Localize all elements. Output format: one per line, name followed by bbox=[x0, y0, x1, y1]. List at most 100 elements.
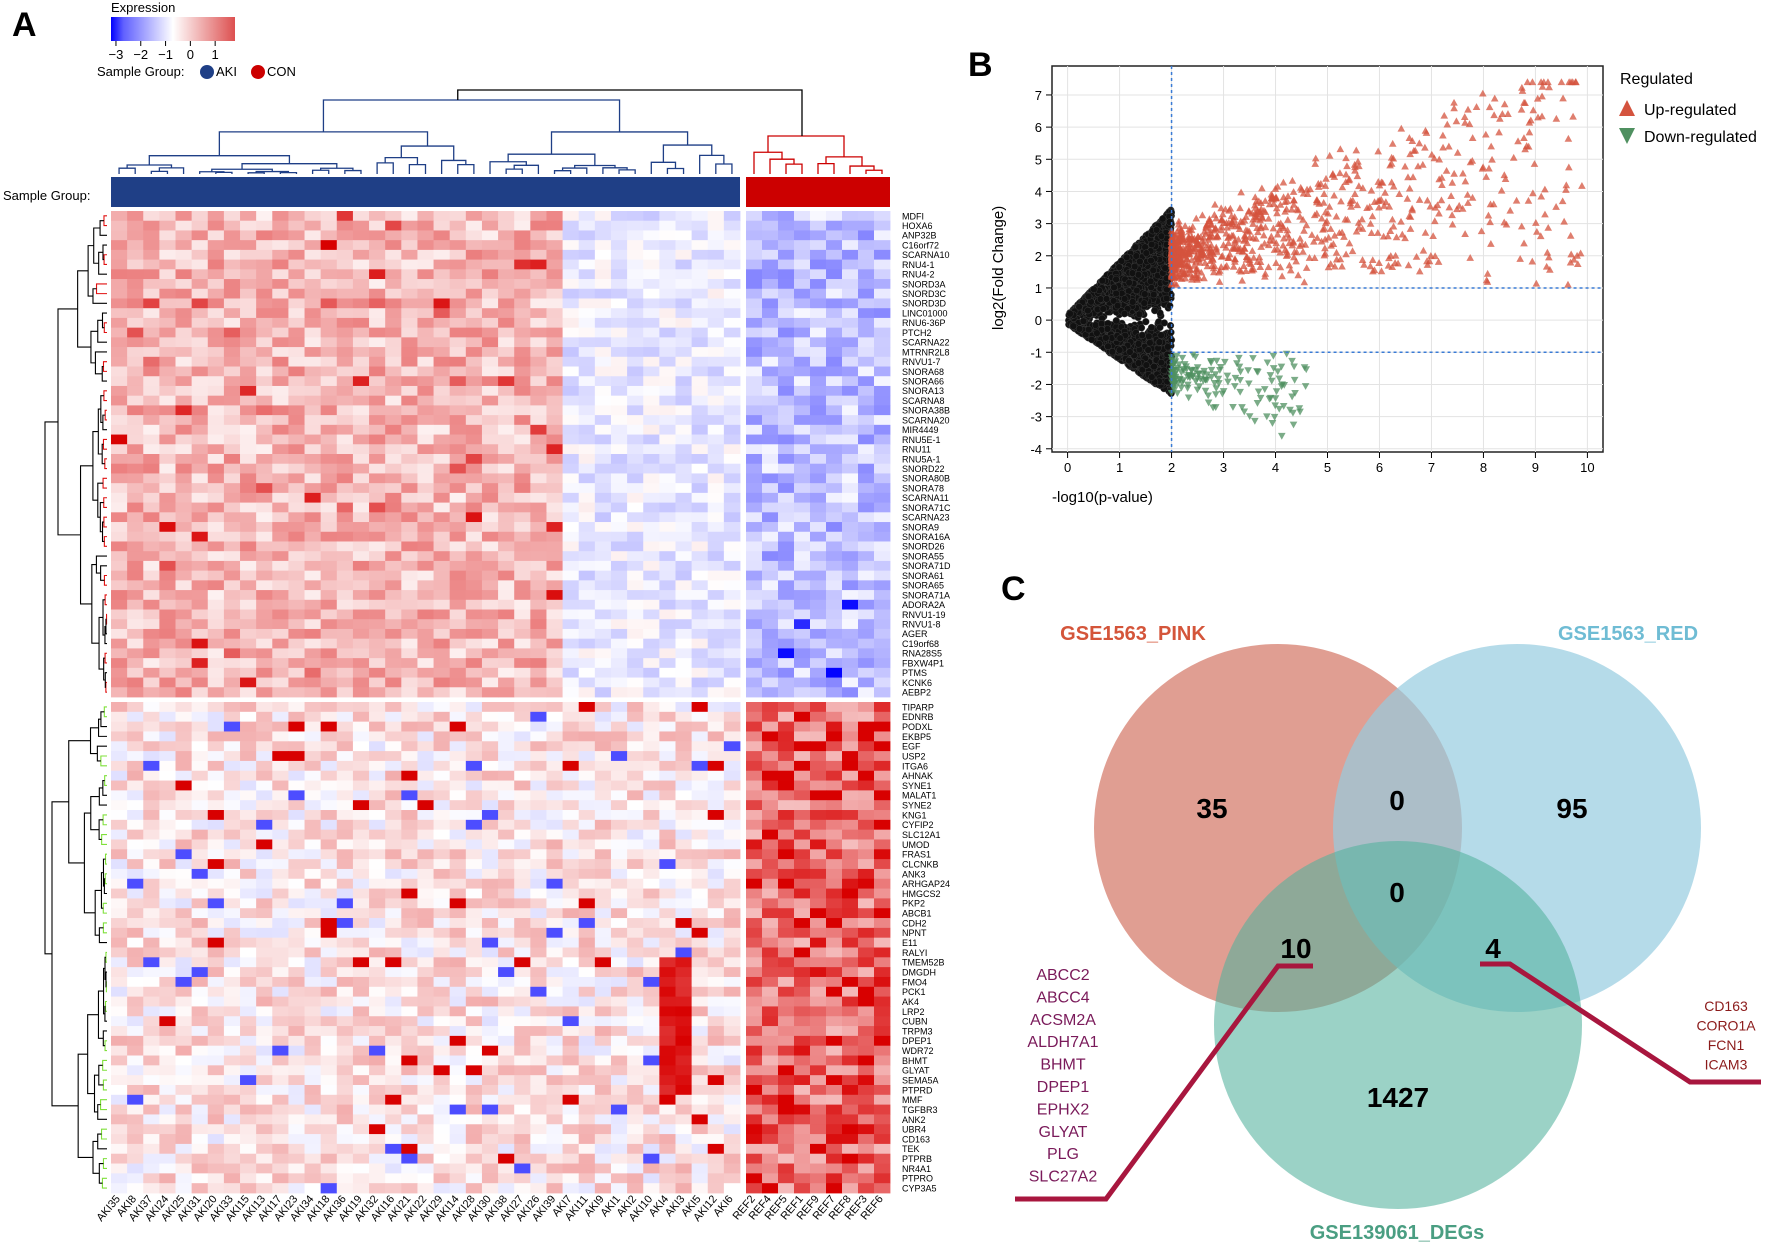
heatmap-cell bbox=[858, 249, 875, 260]
heatmap-cell bbox=[810, 434, 827, 445]
heatmap-cell bbox=[385, 1104, 402, 1115]
heatmap-cell bbox=[643, 405, 660, 416]
heatmap-cell bbox=[675, 996, 693, 1007]
heatmap-cell bbox=[385, 648, 402, 659]
heatmap-cell bbox=[810, 317, 827, 329]
heatmap-cell bbox=[514, 395, 531, 406]
heatmap-cell bbox=[546, 800, 563, 811]
heatmap-cell bbox=[675, 1065, 693, 1076]
heatmap-cell bbox=[127, 1045, 144, 1056]
heatmap-cell bbox=[578, 780, 596, 791]
heatmap-cell bbox=[385, 1084, 402, 1096]
heatmap-cell bbox=[272, 957, 289, 968]
heatmap-cell bbox=[498, 770, 515, 781]
heatmap-cell bbox=[762, 888, 779, 899]
heatmap-cell bbox=[352, 839, 370, 850]
heatmap-cell bbox=[546, 1143, 563, 1155]
heatmap-cell bbox=[810, 279, 827, 290]
heatmap-cell bbox=[127, 1016, 144, 1027]
heatmap-cell bbox=[385, 702, 402, 713]
heatmap-cell bbox=[691, 957, 709, 968]
heatmap-cell bbox=[143, 599, 160, 610]
heatmap-cell bbox=[562, 677, 580, 688]
heatmap-cell bbox=[810, 677, 827, 688]
heatmap-cell bbox=[627, 976, 644, 988]
heatmap-cell bbox=[272, 1045, 289, 1056]
heatmap-cell bbox=[546, 259, 563, 270]
heatmap-cell bbox=[127, 996, 144, 1007]
heatmap-cell bbox=[562, 444, 580, 455]
heatmap-cell bbox=[514, 800, 531, 811]
heatmap-cell bbox=[256, 570, 273, 581]
heatmap-cell bbox=[207, 405, 225, 416]
heatmap-cell bbox=[707, 1065, 725, 1076]
heatmap-cell bbox=[449, 790, 467, 801]
heatmap-cell bbox=[610, 1075, 628, 1086]
heatmap-cell bbox=[369, 760, 386, 772]
heatmap-cell bbox=[707, 1153, 725, 1164]
heatmap-cell bbox=[352, 859, 370, 870]
heatmap-cell bbox=[826, 702, 843, 713]
heatmap-cell bbox=[514, 859, 531, 870]
heatmap-cell bbox=[874, 658, 891, 669]
heatmap-cell bbox=[481, 628, 499, 640]
heatmap-cell bbox=[659, 512, 676, 523]
heatmap-cell bbox=[272, 317, 289, 329]
heatmap-cell bbox=[627, 347, 644, 358]
heatmap-cell bbox=[352, 790, 370, 801]
heatmap-cell bbox=[723, 269, 741, 280]
heatmap-cell bbox=[874, 327, 891, 338]
heatmap-cell bbox=[433, 770, 451, 781]
heatmap-cell bbox=[514, 819, 531, 831]
heatmap-cell bbox=[369, 492, 386, 503]
heatmap-cell bbox=[449, 667, 467, 678]
heatmap-cell bbox=[562, 731, 580, 742]
heatmap-cell bbox=[707, 1045, 725, 1056]
heatmap-cell bbox=[385, 1006, 402, 1017]
heatmap-cell bbox=[659, 337, 676, 348]
heatmap-cell bbox=[530, 721, 547, 732]
heatmap-cell bbox=[417, 1124, 434, 1135]
heatmap-cell bbox=[143, 405, 160, 416]
heatmap-cell bbox=[675, 829, 693, 840]
heatmap-cell bbox=[159, 269, 176, 280]
heatmap-cell bbox=[481, 599, 499, 610]
heatmap-cell bbox=[842, 702, 859, 713]
heatmap-cell bbox=[826, 819, 843, 831]
heatmap-cell bbox=[127, 599, 144, 610]
heatmap-cell bbox=[223, 590, 241, 601]
heatmap-cell bbox=[304, 580, 322, 591]
heatmap-cell bbox=[401, 859, 418, 870]
heatmap-cell bbox=[723, 996, 741, 1007]
heatmap-cell bbox=[143, 986, 160, 997]
heatmap-cell bbox=[794, 560, 811, 572]
heatmap-cell bbox=[175, 483, 193, 494]
heatmap-cell bbox=[842, 711, 859, 723]
heatmap-cell bbox=[514, 790, 531, 801]
heatmap-cell bbox=[288, 1045, 305, 1056]
heatmap-cell bbox=[762, 1045, 779, 1056]
heatmap-cell bbox=[417, 522, 434, 533]
heatmap-cell bbox=[449, 444, 467, 455]
heatmap-cell bbox=[369, 1075, 386, 1086]
heatmap-cell bbox=[546, 1134, 563, 1145]
heatmap-cell bbox=[643, 780, 660, 791]
heatmap-cell bbox=[778, 492, 795, 503]
heatmap-cell bbox=[143, 473, 160, 484]
heatmap-cell bbox=[401, 1183, 418, 1194]
heatmap-cell bbox=[746, 1016, 763, 1027]
heatmap-cell bbox=[288, 790, 305, 801]
heatmap-cell bbox=[433, 702, 451, 713]
heatmap-cell bbox=[514, 721, 531, 732]
heatmap-cell bbox=[223, 967, 241, 978]
heatmap-cell bbox=[546, 317, 563, 329]
heatmap-cell bbox=[610, 878, 628, 889]
heatmap-cell bbox=[240, 560, 257, 572]
heatmap-cell bbox=[826, 927, 843, 939]
heatmap-cell bbox=[175, 760, 193, 772]
heatmap-cell bbox=[562, 770, 580, 781]
heatmap-cell bbox=[578, 259, 596, 270]
heatmap-cell bbox=[272, 288, 289, 299]
heatmap-cell bbox=[449, 279, 467, 290]
heatmap-cell bbox=[530, 849, 547, 860]
